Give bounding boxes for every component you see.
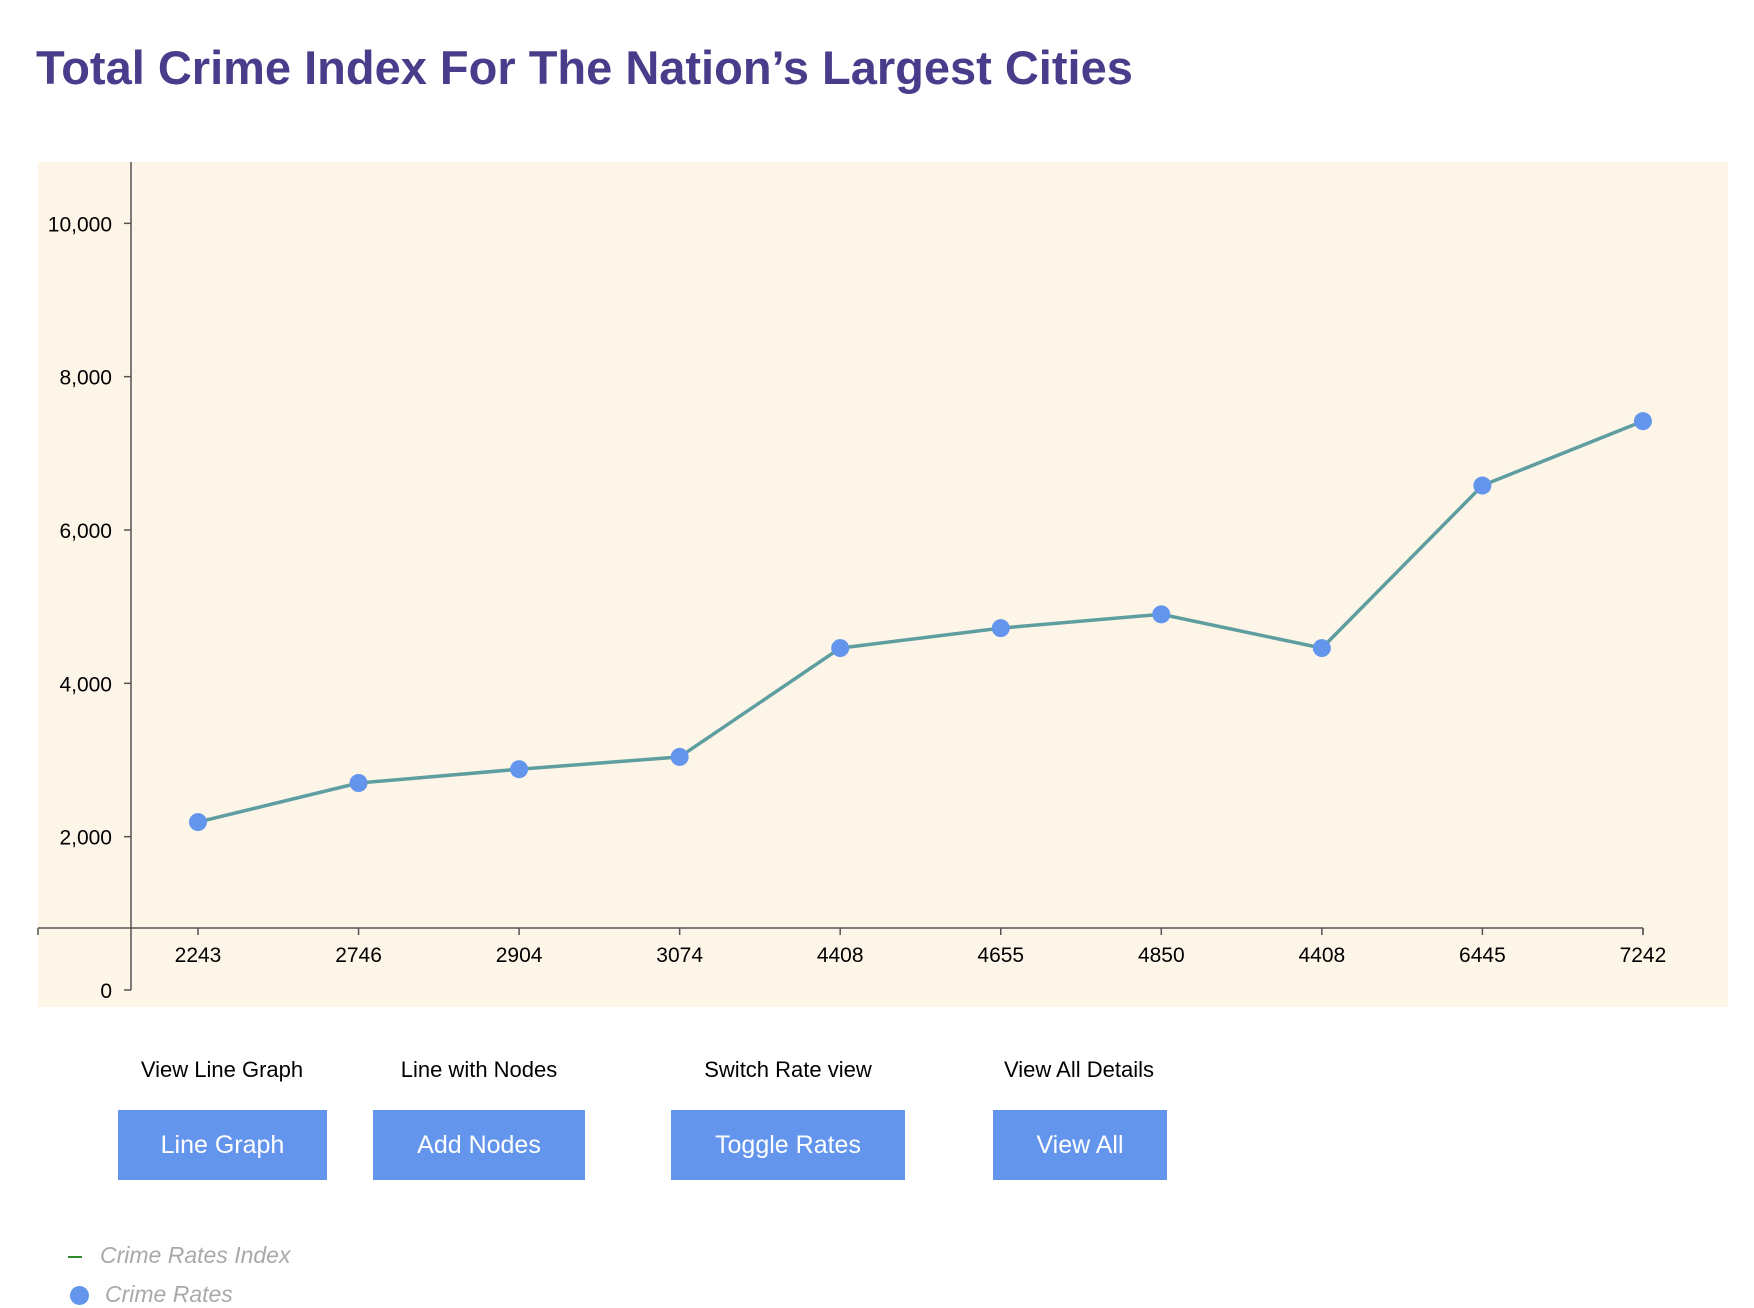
legend-label-rates: Crime Rates bbox=[105, 1281, 233, 1307]
data-node[interactable] bbox=[991, 619, 1010, 638]
data-nodes bbox=[189, 412, 1652, 832]
x-tick-label: 2904 bbox=[496, 944, 543, 967]
data-node[interactable] bbox=[831, 639, 850, 658]
x-tick-label: 4408 bbox=[817, 944, 864, 967]
view-all-button[interactable]: View All bbox=[993, 1110, 1167, 1180]
y-tick-label: 4,000 bbox=[59, 673, 112, 696]
x-tick-label: 3074 bbox=[656, 944, 703, 967]
toggle-rates-button[interactable]: Toggle Rates bbox=[671, 1110, 905, 1180]
data-node[interactable] bbox=[1473, 476, 1492, 495]
line-graph-caption: View Line Graph bbox=[140, 1057, 304, 1082]
data-node[interactable] bbox=[1152, 605, 1171, 624]
x-tick-label: 4655 bbox=[977, 944, 1024, 967]
y-tick-label: 2,000 bbox=[59, 827, 112, 850]
dot-swatch-icon bbox=[70, 1286, 89, 1306]
y-tick-label: 8,000 bbox=[59, 367, 112, 390]
data-node[interactable] bbox=[510, 760, 529, 779]
view-all-caption: View All Details bbox=[1004, 1057, 1154, 1082]
line-graph-button[interactable]: Line Graph bbox=[118, 1110, 327, 1180]
data-node[interactable] bbox=[1633, 412, 1652, 431]
x-tick-label: 4408 bbox=[1298, 944, 1345, 967]
line-swatch-icon bbox=[68, 1255, 82, 1258]
y-tick-label: 6,000 bbox=[59, 520, 112, 543]
x-tick-label: 4850 bbox=[1138, 944, 1185, 967]
series-line bbox=[197, 419, 1644, 824]
toggle-rates-caption: Switch Rate view bbox=[704, 1057, 872, 1082]
x-tick-label: 6445 bbox=[1459, 944, 1506, 967]
data-node[interactable] bbox=[1312, 639, 1331, 658]
legend-label-index: Crime Rates Index bbox=[100, 1242, 291, 1268]
line-chart: 0 2,000 4,000 6,000 8,000 10,000 2243 2746 2904… bbox=[37, 162, 1728, 1007]
plot-background bbox=[38, 162, 1728, 1007]
data-node[interactable] bbox=[349, 774, 368, 792]
chart-title: Total Crime Index For The Nation’s Large… bbox=[36, 41, 1133, 94]
y-tick-label: 0 bbox=[100, 980, 112, 1003]
x-tick-label: 2746 bbox=[335, 944, 382, 967]
add-nodes-caption: Line with Nodes bbox=[400, 1057, 558, 1082]
legend-item-rates: Crime Rates bbox=[60, 1281, 233, 1308]
data-node[interactable] bbox=[189, 813, 207, 832]
x-axis: 2243 2746 2904 3074 4408 4655 4850 4408 6445 7242 bbox=[37, 927, 1667, 967]
x-tick-label: 7242 bbox=[1620, 944, 1667, 967]
add-nodes-button[interactable]: Add Nodes bbox=[373, 1110, 585, 1180]
y-tick-label: 10,000 bbox=[48, 213, 112, 236]
legend-item-index: Crime Rates Index bbox=[60, 1242, 290, 1269]
x-tick-label: 2243 bbox=[175, 944, 222, 967]
data-node[interactable] bbox=[670, 747, 689, 766]
y-axis: 0 2,000 4,000 6,000 8,000 10,000 bbox=[48, 162, 132, 1003]
